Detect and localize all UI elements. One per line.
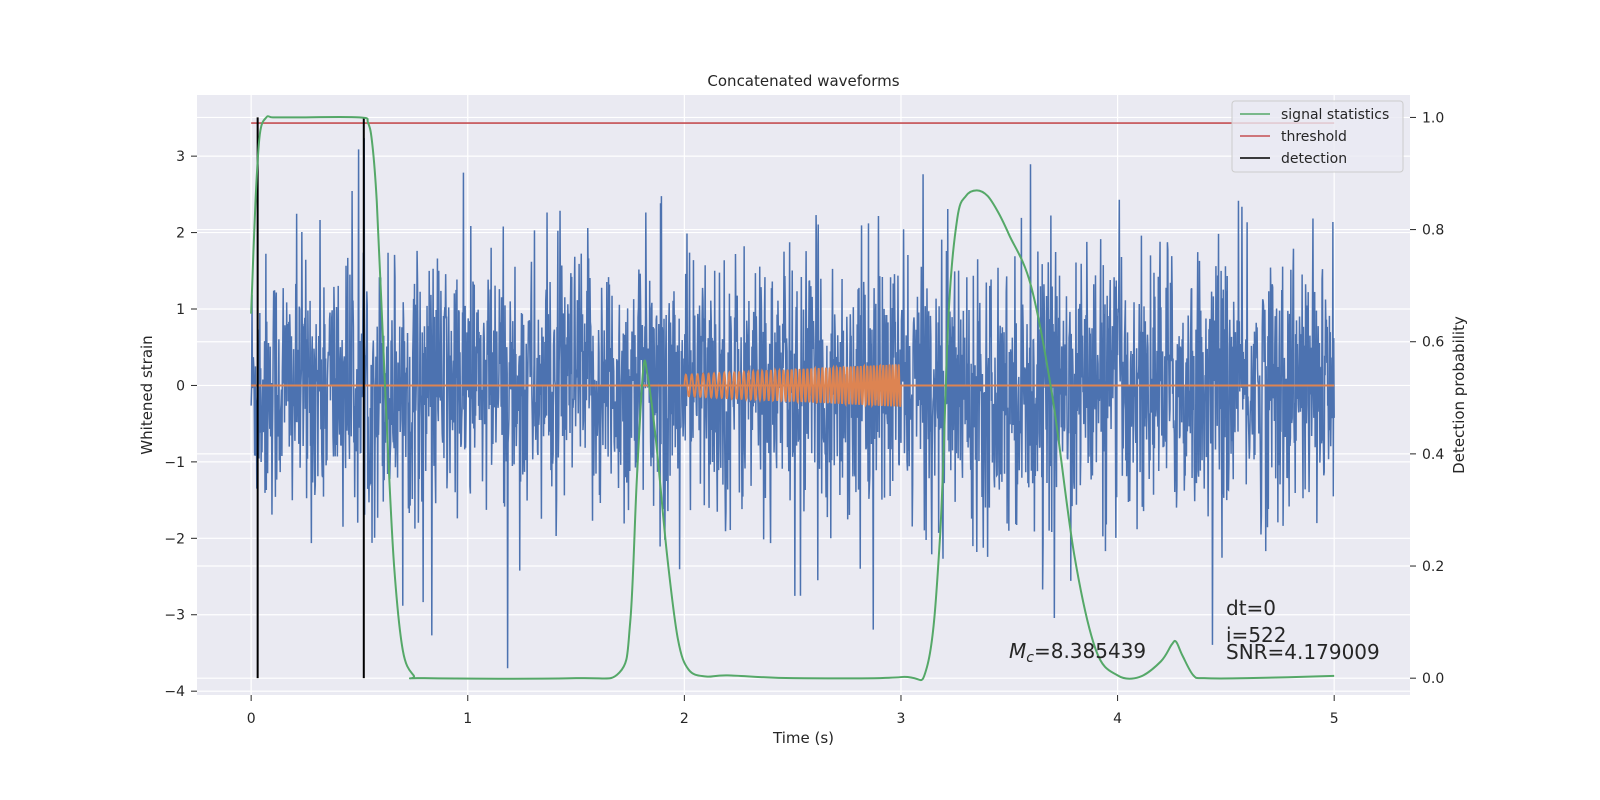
y-axis-left-label: Whitened strain — [138, 335, 156, 454]
annotation-i: i=522 — [1226, 623, 1287, 647]
y-left-tick-label: 3 — [176, 149, 185, 165]
x-tick-label: 3 — [897, 711, 906, 727]
y-left-tick-label: 0 — [176, 378, 185, 394]
y-left-tick-label: −4 — [164, 684, 185, 700]
x-axis: 0 1 2 3 4 5 — [247, 695, 1339, 727]
y-axis-right: 1.0 0.8 0.6 0.4 0.2 0.0 — [1410, 110, 1444, 687]
y-right-tick-label: 1.0 — [1422, 110, 1444, 126]
x-tick-label: 5 — [1330, 711, 1339, 727]
y-left-tick-label: −2 — [164, 531, 185, 547]
x-axis-label: Time (s) — [772, 729, 834, 747]
y-right-tick-label: 0.6 — [1422, 335, 1444, 351]
y-right-tick-label: 0.0 — [1422, 671, 1444, 687]
x-tick-label: 2 — [680, 711, 689, 727]
y-left-tick-label: 1 — [176, 302, 185, 318]
annotation-mc-value: =8.385439 — [1034, 639, 1146, 663]
y-right-tick-label: 0.2 — [1422, 559, 1444, 575]
y-left-tick-label: −3 — [164, 608, 185, 624]
annotation-mc: Mc=8.385439 — [1009, 639, 1146, 666]
chart-title: Concatenated waveforms — [707, 72, 899, 90]
series-layer — [250, 115, 1335, 681]
chirp-series-line — [683, 363, 902, 409]
annotation-dt: dt=0 — [1226, 596, 1276, 620]
y-right-tick-label: 0.8 — [1422, 223, 1444, 239]
signal-statistics-line — [250, 115, 1335, 681]
annotation-snr: SNR=4.179009 — [1226, 640, 1380, 664]
y-left-tick-label: 2 — [176, 226, 185, 242]
legend-label-detection: detection — [1281, 151, 1347, 167]
legend-box — [1231, 100, 1404, 173]
x-tick-label: 0 — [247, 711, 256, 727]
y-axis-right-label: Detection probability — [1450, 316, 1468, 474]
x-tick-label: 4 — [1113, 711, 1122, 727]
legend-label-signal-statistics: signal statistics — [1281, 107, 1389, 123]
x-tick-label: 1 — [463, 711, 472, 727]
y-left-tick-label: −1 — [164, 455, 185, 471]
y-axis-left: 3 2 1 0 −1 −2 −3 −4 — [164, 149, 197, 700]
noise-series-line — [250, 138, 1335, 669]
legend-label-threshold: threshold — [1281, 129, 1347, 145]
legend: signal statistics threshold detection — [1231, 100, 1404, 173]
y-right-tick-label: 0.4 — [1422, 447, 1444, 463]
